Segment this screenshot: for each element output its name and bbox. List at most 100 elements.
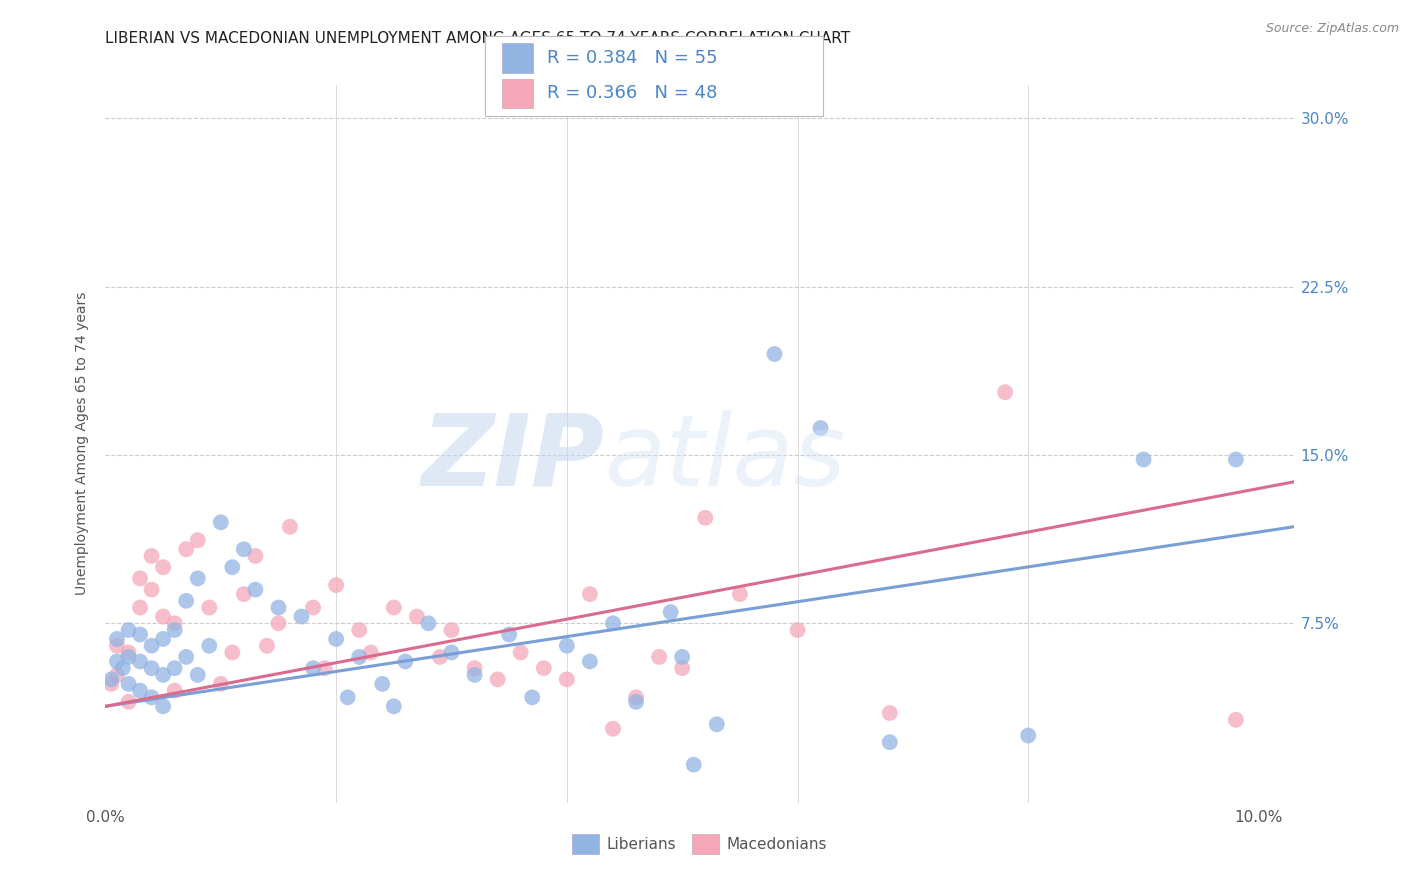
Point xyxy=(602,616,624,631)
Point xyxy=(256,639,278,653)
Point xyxy=(232,587,254,601)
Point xyxy=(695,511,717,525)
Point xyxy=(464,661,486,675)
Point xyxy=(371,677,394,691)
Point xyxy=(141,661,163,675)
Point xyxy=(141,582,163,597)
Point xyxy=(325,632,347,646)
Point xyxy=(117,677,139,691)
Point xyxy=(522,690,544,705)
Point xyxy=(394,655,416,669)
Point xyxy=(555,673,578,687)
Point xyxy=(129,683,152,698)
Point xyxy=(209,516,232,530)
Point xyxy=(117,623,139,637)
Point xyxy=(117,649,139,664)
Point xyxy=(763,347,786,361)
Point xyxy=(105,668,128,682)
Text: Source: ZipAtlas.com: Source: ZipAtlas.com xyxy=(1265,22,1399,36)
Point xyxy=(129,600,152,615)
Point xyxy=(602,722,624,736)
Point xyxy=(221,645,243,659)
Point xyxy=(509,645,531,659)
Y-axis label: Unemployment Among Ages 65 to 74 years: Unemployment Among Ages 65 to 74 years xyxy=(76,292,90,596)
Text: R = 0.366   N = 48: R = 0.366 N = 48 xyxy=(547,85,717,103)
Point xyxy=(245,549,267,563)
Point xyxy=(163,661,186,675)
Text: R = 0.384   N = 55: R = 0.384 N = 55 xyxy=(547,49,717,67)
Point xyxy=(406,609,429,624)
Point xyxy=(314,661,336,675)
Text: ZIP: ZIP xyxy=(422,409,605,507)
Point xyxy=(671,649,693,664)
Point xyxy=(1132,452,1154,467)
Point xyxy=(336,690,359,705)
Point xyxy=(245,582,267,597)
Point xyxy=(129,627,152,641)
Point xyxy=(498,627,520,641)
Point xyxy=(163,616,186,631)
Point xyxy=(302,600,325,615)
Point xyxy=(382,600,405,615)
Point xyxy=(129,655,152,669)
Point xyxy=(152,668,174,682)
Point xyxy=(624,695,647,709)
Point xyxy=(174,542,197,557)
Point xyxy=(579,655,602,669)
Point xyxy=(198,639,221,653)
Point xyxy=(728,587,751,601)
Point xyxy=(105,639,128,653)
Point xyxy=(187,533,209,548)
Point xyxy=(486,673,509,687)
Point xyxy=(440,645,463,659)
Point xyxy=(382,699,405,714)
Point xyxy=(232,542,254,557)
Point xyxy=(187,571,209,585)
Point xyxy=(198,600,221,615)
Point xyxy=(117,695,139,709)
Point xyxy=(671,661,693,675)
Point xyxy=(152,609,174,624)
Point xyxy=(152,632,174,646)
Point xyxy=(360,645,382,659)
Point xyxy=(105,632,128,646)
Point xyxy=(440,623,463,637)
Point xyxy=(1225,452,1247,467)
Point xyxy=(659,605,682,619)
Point xyxy=(100,677,122,691)
Point xyxy=(579,587,602,601)
Point xyxy=(105,655,128,669)
Point xyxy=(129,571,152,585)
Point xyxy=(117,645,139,659)
Point xyxy=(648,649,671,664)
Point xyxy=(624,690,647,705)
Point xyxy=(141,690,163,705)
Point xyxy=(347,649,370,664)
Point xyxy=(209,677,232,691)
Point xyxy=(682,757,704,772)
Point xyxy=(290,609,312,624)
Point xyxy=(786,623,808,637)
Point xyxy=(1225,713,1247,727)
Point xyxy=(278,520,301,534)
Point xyxy=(267,600,290,615)
Legend: Liberians, Macedonians: Liberians, Macedonians xyxy=(565,828,834,860)
Point xyxy=(100,673,122,687)
Point xyxy=(464,668,486,682)
Text: atlas: atlas xyxy=(605,409,846,507)
Point xyxy=(187,668,209,682)
Point xyxy=(152,699,174,714)
Point xyxy=(174,649,197,664)
Point xyxy=(302,661,325,675)
Point xyxy=(810,421,832,435)
Point xyxy=(325,578,347,592)
Point xyxy=(221,560,243,574)
Point xyxy=(141,549,163,563)
Point xyxy=(111,661,134,675)
Text: LIBERIAN VS MACEDONIAN UNEMPLOYMENT AMONG AGES 65 TO 74 YEARS CORRELATION CHART: LIBERIAN VS MACEDONIAN UNEMPLOYMENT AMON… xyxy=(105,31,851,46)
Point xyxy=(141,639,163,653)
Point xyxy=(152,560,174,574)
Point xyxy=(1017,729,1039,743)
Point xyxy=(879,735,901,749)
Point xyxy=(706,717,728,731)
